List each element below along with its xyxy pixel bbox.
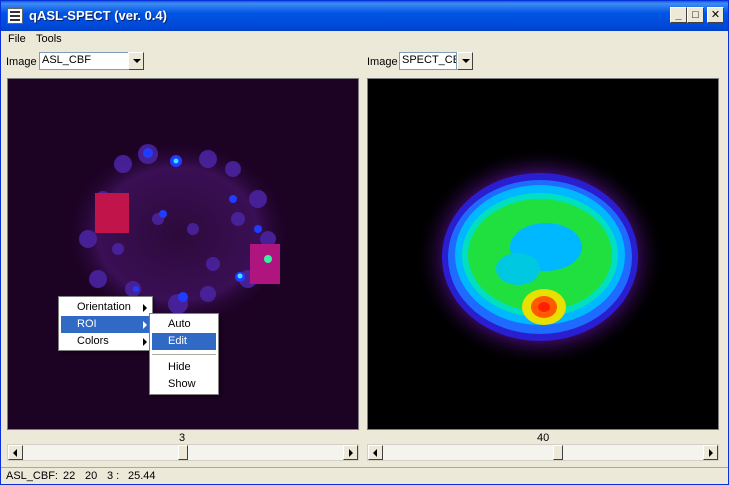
right-image-select[interactable]: SPECT_CE — [399, 52, 457, 70]
maximize-button[interactable]: □ — [687, 7, 704, 23]
submenu-arrow-icon — [143, 304, 147, 312]
right-scroll-thumb[interactable] — [553, 445, 563, 460]
window-title: qASL-SPECT (ver. 0.4) — [29, 8, 167, 23]
roi-submenu: Auto Edit Hide Show — [149, 313, 219, 395]
menu-file[interactable]: File — [8, 33, 26, 45]
ctx-colors[interactable]: Colors — [61, 333, 150, 350]
left-image-select[interactable]: ASL_CBF — [39, 52, 129, 70]
left-slice-scrollbar[interactable] — [7, 444, 359, 461]
ctx-roi[interactable]: ROI — [61, 316, 150, 333]
right-image-label: Image — [367, 56, 398, 68]
roi-show[interactable]: Show — [168, 378, 196, 390]
spect-brain-image — [415, 147, 665, 367]
roi-hide[interactable]: Hide — [168, 361, 191, 373]
left-scroll-left-arrow-icon[interactable] — [8, 445, 23, 460]
roi-edit[interactable]: Edit — [152, 333, 216, 350]
context-menu: Orientation ROI Colors — [58, 296, 153, 351]
minimize-button[interactable]: _ — [670, 7, 687, 23]
menu-bar: File Tools — [1, 31, 728, 49]
status-value: 25.44 — [128, 470, 156, 482]
ctx-roi-label: ROI — [77, 318, 97, 330]
submenu-arrow-icon — [143, 338, 147, 346]
title-bar[interactable]: qASL-SPECT (ver. 0.4) _ □ ✕ — [1, 1, 728, 31]
right-slice-scrollbar[interactable] — [367, 444, 719, 461]
right-scroll-left-arrow-icon[interactable] — [368, 445, 383, 460]
menu-separator — [152, 354, 216, 355]
left-scroll-thumb[interactable] — [178, 445, 188, 460]
right-slice-number: 40 — [537, 432, 550, 444]
close-button[interactable]: ✕ — [707, 7, 724, 23]
status-x: 22 — [63, 470, 76, 482]
left-scroll-right-arrow-icon[interactable] — [343, 445, 358, 460]
ctx-orientation-label: Orientation — [77, 301, 131, 313]
ctx-colors-label: Colors — [77, 335, 109, 347]
roi-auto[interactable]: Auto — [168, 318, 191, 330]
submenu-arrow-icon — [143, 321, 147, 329]
roi-region-left — [95, 193, 129, 233]
menu-tools[interactable]: Tools — [36, 33, 62, 45]
left-slice-number: 3 — [179, 432, 186, 444]
right-dropdown-arrow-icon[interactable] — [457, 52, 473, 70]
roi-region-right — [250, 244, 280, 284]
status-image: ASL_CBF: — [6, 470, 58, 482]
spect-image-view[interactable] — [367, 78, 719, 430]
asl-brain-image — [63, 139, 293, 329]
status-y: 20 — [85, 470, 98, 482]
app-icon[interactable] — [7, 8, 23, 24]
right-scroll-right-arrow-icon[interactable] — [703, 445, 718, 460]
status-bar: ASL_CBF: 22 20 3 : 25.44 — [1, 467, 728, 484]
left-dropdown-arrow-icon[interactable] — [128, 52, 144, 70]
left-image-label: Image — [6, 56, 37, 68]
status-slice: 3 : — [107, 470, 120, 482]
ctx-orientation[interactable]: Orientation — [61, 299, 150, 316]
